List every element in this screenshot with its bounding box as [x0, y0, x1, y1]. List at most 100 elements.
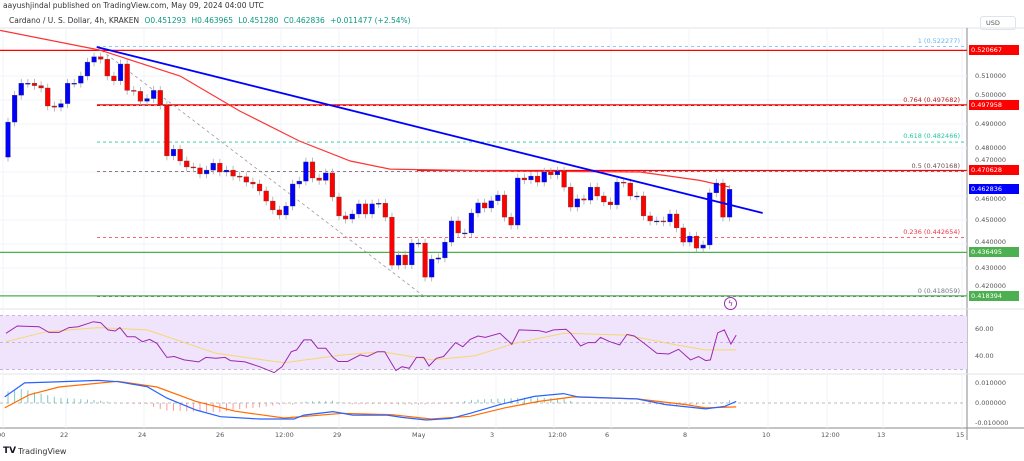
candle-body	[283, 205, 289, 216]
candle-body	[700, 244, 706, 249]
price-axis-label: 0.450000	[975, 216, 1007, 224]
ohlc-low: L0.451280	[238, 16, 279, 25]
candle-body	[45, 87, 51, 107]
candle-body	[607, 201, 613, 206]
candle-body	[296, 180, 302, 185]
candle-body	[157, 90, 163, 106]
candle-body	[640, 195, 647, 217]
macd-axis-label: -0.010000	[975, 419, 1009, 427]
macd-axis-label: 0.000000	[975, 399, 1007, 407]
candle-body	[581, 198, 587, 201]
candle-body	[554, 170, 561, 176]
price-axis-label: 0.470000	[975, 156, 1007, 164]
fib-level-label: 1 (0.522277)	[917, 36, 960, 45]
candle-body	[495, 194, 501, 201]
candle-body	[303, 161, 309, 182]
price-badge: 0.470628	[969, 165, 1019, 176]
candle-body	[91, 56, 97, 63]
candle-body	[462, 232, 468, 235]
candle-body	[488, 200, 494, 209]
candle-body	[627, 182, 633, 197]
candle-body	[58, 103, 64, 108]
fib-level-label: 0 (0.418059)	[917, 286, 960, 295]
candle-body	[356, 203, 362, 215]
price-badge: 0.418394	[969, 290, 1019, 301]
candle-body	[18, 83, 24, 96]
candle-body	[31, 83, 38, 86]
ohlc-open: O0.451293	[144, 16, 187, 25]
candle-body	[124, 63, 130, 91]
candle-body	[482, 202, 488, 209]
tradingview-logo-icon: TV	[3, 446, 17, 456]
candle-body	[210, 162, 216, 171]
candle-body	[144, 98, 150, 102]
candle-body	[184, 160, 190, 168]
candle-body	[243, 176, 249, 183]
candle-body	[131, 90, 137, 92]
candle-body	[435, 257, 441, 260]
candle-body	[323, 172, 329, 181]
candle-body	[535, 175, 541, 183]
moving-average-line	[0, 29, 730, 188]
candle-body	[270, 200, 276, 211]
candle-body	[508, 216, 514, 226]
candle-body	[78, 75, 84, 84]
candle-body	[442, 241, 448, 259]
ohlc-high: H0.463965	[191, 16, 233, 25]
candle-body	[588, 186, 594, 201]
candle-body	[647, 215, 653, 222]
time-axis-label: 15	[956, 431, 965, 439]
candle-body	[541, 171, 547, 183]
candle-body	[667, 213, 673, 223]
candle-body	[309, 161, 316, 179]
candle-body	[601, 195, 607, 203]
candle-body	[713, 182, 719, 194]
time-axis-label: 12:00	[548, 431, 567, 439]
candle-body	[5, 121, 11, 158]
candle-body	[223, 169, 230, 173]
candle-body	[402, 254, 408, 266]
candle-body	[680, 227, 686, 243]
candle-body	[521, 177, 527, 181]
bearish-trendline	[96, 46, 763, 214]
candle-body	[204, 169, 210, 175]
candle-body	[111, 75, 117, 81]
price-axis-label: 0.480000	[975, 144, 1007, 152]
brand-name[interactable]: TradingView	[18, 446, 67, 456]
candle-body	[343, 215, 349, 220]
price-axis-label: 0.430000	[975, 264, 1007, 272]
candle-body	[362, 203, 369, 215]
fib-level-label: 0.236 (0.442654)	[903, 227, 960, 236]
candle-body	[515, 177, 521, 226]
time-axis-label: 22	[60, 431, 69, 439]
time-axis-label: May	[412, 431, 426, 439]
price-badge: 0.497958	[969, 99, 1019, 110]
candle-body	[190, 166, 196, 169]
currency-selector[interactable]: USD	[980, 16, 1016, 30]
candle-body	[51, 105, 57, 108]
symbol-legend: Cardano / U. S. Dollar, 4h, KRAKEN O0.45…	[9, 16, 411, 26]
candle-body	[276, 209, 282, 216]
time-axis-label: 00	[0, 431, 6, 439]
candle-body	[687, 235, 693, 243]
time-axis-label: 10	[762, 431, 771, 439]
candle-body	[316, 177, 322, 181]
price-axis-label: 0.420000	[975, 282, 1007, 290]
candle-body	[382, 203, 388, 218]
candle-body	[707, 192, 713, 246]
price-axis-label: 0.460000	[975, 195, 1007, 203]
lightning-bolt-icon[interactable]: ϟ	[724, 297, 737, 310]
rsi-ma-line	[5, 327, 737, 364]
macd-line	[4, 379, 737, 421]
symbol-name: Cardano / U. S. Dollar, 4h, KRAKEN	[9, 16, 140, 25]
candle-body	[230, 169, 236, 177]
price-axis-label: 0.490000	[975, 120, 1007, 128]
candle-body	[422, 242, 428, 278]
rsi-axis-label: 40.00	[975, 352, 994, 360]
candle-body	[574, 198, 580, 208]
price-badge: 0.436495	[969, 247, 1019, 258]
candle-body	[475, 202, 481, 214]
candle-body	[594, 186, 600, 197]
candle-body	[98, 56, 104, 60]
